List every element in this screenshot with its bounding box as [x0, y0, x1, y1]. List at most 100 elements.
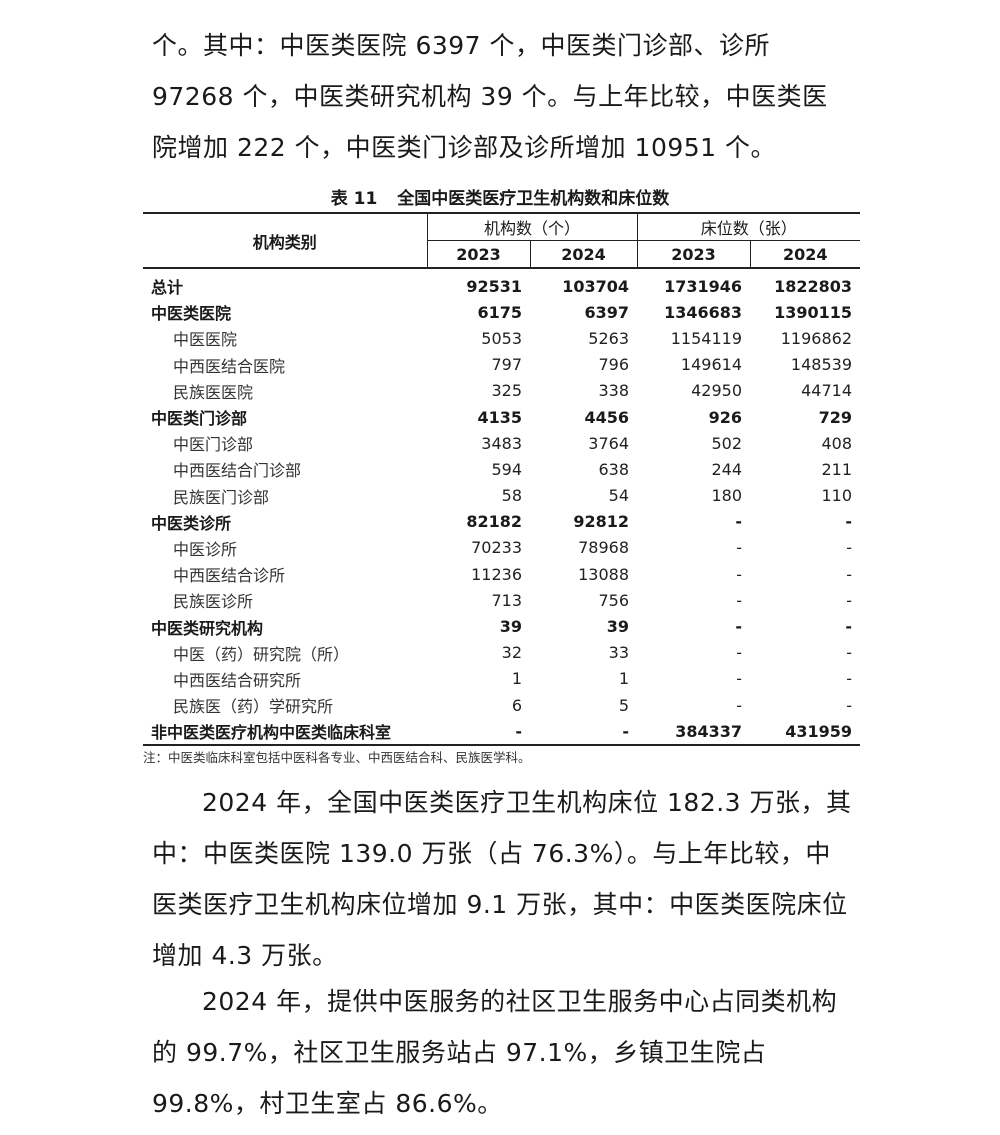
cell-value: 58: [501, 486, 522, 506]
cell-value: 39: [606, 617, 629, 637]
table-row: 中医类诊所 82182 92812 - -: [143, 509, 860, 535]
row-label: 中医门诊部: [173, 435, 254, 455]
row-label: 总计: [151, 278, 184, 298]
cell-value: -: [846, 590, 852, 610]
row-label: 非中医类医疗机构中医类临床科室: [151, 723, 392, 743]
cell-value: 338: [598, 381, 629, 401]
cell-value: 103704: [562, 276, 629, 296]
row-label: 中医类研究机构: [151, 618, 264, 638]
table-row: 中西医结合研究所 1 1 - -: [143, 666, 860, 692]
table-row: 民族医门诊部 58 54 180 110: [143, 483, 860, 509]
cell-value: 78968: [578, 538, 629, 558]
cell-value: 70233: [471, 538, 522, 558]
tcm-institutions-table: 机构类别 机构数（个） 床位数（张） 2023 2024 2023 2024 总…: [143, 212, 860, 747]
table-row: 总计 92531 103704 1731946 1822803: [143, 268, 860, 299]
row-label: 中西医结合医院: [173, 356, 286, 376]
table-row: 中医类门诊部 4135 4456 926 729: [143, 404, 860, 430]
cell-value: 13088: [578, 564, 629, 584]
cell-value: 713: [491, 590, 522, 610]
cell-value: -: [846, 564, 852, 584]
cell-value: 6: [511, 695, 522, 715]
cell-value: 3483: [481, 433, 522, 453]
cell-value: -: [846, 695, 852, 715]
cell-value: 3764: [588, 433, 629, 453]
cell-value: 39: [499, 617, 522, 637]
cell-value: -: [736, 669, 742, 689]
cell-value: -: [735, 617, 742, 637]
table-row: 中西医结合医院 797 796 149614 148539: [143, 352, 860, 378]
cell-value: 11236: [471, 564, 522, 584]
table-row: 中西医结合门诊部 594 638 244 211: [143, 456, 860, 482]
header-year: 2023: [426, 240, 530, 269]
cell-value: -: [736, 564, 742, 584]
table-row: 民族医医院 325 338 42950 44714: [143, 378, 860, 404]
table-row: 中医类医院 6175 6397 1346683 1390115: [143, 299, 860, 325]
cell-value: 1390115: [774, 302, 852, 322]
cell-value: 5: [618, 695, 629, 715]
header-year: 2024: [529, 240, 637, 269]
table-row: 中西医结合诊所 11236 13088 - -: [143, 561, 860, 587]
table-title: 表 11 全国中医类医疗卫生机构数和床位数: [0, 184, 1000, 209]
cell-value: -: [846, 538, 852, 558]
row-label: 中医（药）研究院（所）: [173, 644, 350, 664]
table-note: 注：中医类临床科室包括中医科各专业、中西医结合科、民族医学科。: [143, 750, 531, 765]
cell-value: 729: [818, 407, 852, 427]
row-label: 民族医医院: [173, 382, 254, 402]
cell-value: -: [846, 669, 852, 689]
cell-value: 6397: [584, 302, 629, 322]
cell-value: 384337: [675, 721, 742, 741]
paragraph-beds: 2024 年，全国中医类医疗卫生机构床位 182.3 万张，其中：中医类医院 1…: [152, 788, 852, 970]
cell-value: 148539: [790, 355, 852, 375]
cell-value: -: [735, 512, 742, 532]
cell-value: 244: [711, 459, 742, 479]
header-institutions: 机构数（个）: [426, 213, 637, 241]
cell-value: 92812: [573, 512, 629, 532]
cell-value: 42950: [691, 381, 742, 401]
row-label: 中医诊所: [173, 539, 238, 559]
row-label: 中西医结合研究所: [173, 670, 302, 690]
header-year: 2024: [749, 240, 860, 269]
cell-value: -: [736, 643, 742, 663]
cell-value: -: [622, 721, 629, 741]
cell-value: -: [515, 721, 522, 741]
table-row: 民族医诊所 713 756 - -: [143, 587, 860, 613]
paragraph-community-services: 2024 年，提供中医服务的社区卫生服务中心占同类机构的 99.7%，社区卫生服…: [152, 987, 838, 1118]
row-label: 中医类诊所: [151, 513, 232, 533]
cell-value: -: [736, 590, 742, 610]
row-label: 民族医（药）学研究所: [173, 697, 334, 717]
row-label: 中西医结合门诊部: [173, 461, 302, 481]
cell-value: 1: [618, 669, 629, 689]
cell-value: 4456: [584, 407, 629, 427]
row-label: 民族医门诊部: [173, 487, 270, 507]
cell-value: 926: [708, 407, 742, 427]
row-label: 中西医结合诊所: [173, 566, 286, 586]
cell-value: 82182: [466, 512, 522, 532]
cell-value: 110: [821, 486, 852, 506]
table-title-text: 全国中医类医疗卫生机构数和床位数: [397, 189, 670, 209]
cell-value: -: [846, 643, 852, 663]
cell-value: 1346683: [664, 302, 742, 322]
table-row: 中医门诊部 3483 3764 502 408: [143, 430, 860, 456]
cell-value: 1196862: [780, 328, 852, 348]
cell-value: 32: [501, 643, 522, 663]
paragraph-institutions: 个。其中：中医类医院 6397 个，中医类门诊部、诊所 97268 个，中医类研…: [152, 31, 828, 162]
cell-value: 1822803: [774, 276, 852, 296]
row-label: 中医类医院: [151, 304, 232, 324]
row-label: 中医类门诊部: [151, 409, 248, 429]
cell-value: 149614: [680, 355, 742, 375]
cell-value: 54: [608, 486, 629, 506]
cell-value: 796: [598, 355, 629, 375]
cell-value: 638: [598, 459, 629, 479]
table-row: 中医类研究机构 39 39 - -: [143, 613, 860, 639]
table-number: 表 11: [330, 189, 378, 209]
cell-value: 1731946: [664, 276, 742, 296]
cell-value: 797: [491, 355, 522, 375]
cell-value: 408: [821, 433, 852, 453]
cell-value: -: [736, 695, 742, 715]
header-year: 2023: [636, 240, 750, 269]
table-row: 中医诊所 70233 78968 - -: [143, 535, 860, 561]
table-row: 中医医院 5053 5263 1154119 1196862: [143, 325, 860, 351]
cell-value: 4135: [477, 407, 522, 427]
header-beds: 床位数（张）: [636, 213, 860, 241]
cell-value: -: [845, 512, 852, 532]
